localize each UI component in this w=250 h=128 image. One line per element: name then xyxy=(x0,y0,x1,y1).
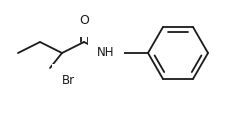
Text: Br: Br xyxy=(62,73,74,87)
Text: O: O xyxy=(79,13,89,26)
Text: NH: NH xyxy=(97,46,115,60)
